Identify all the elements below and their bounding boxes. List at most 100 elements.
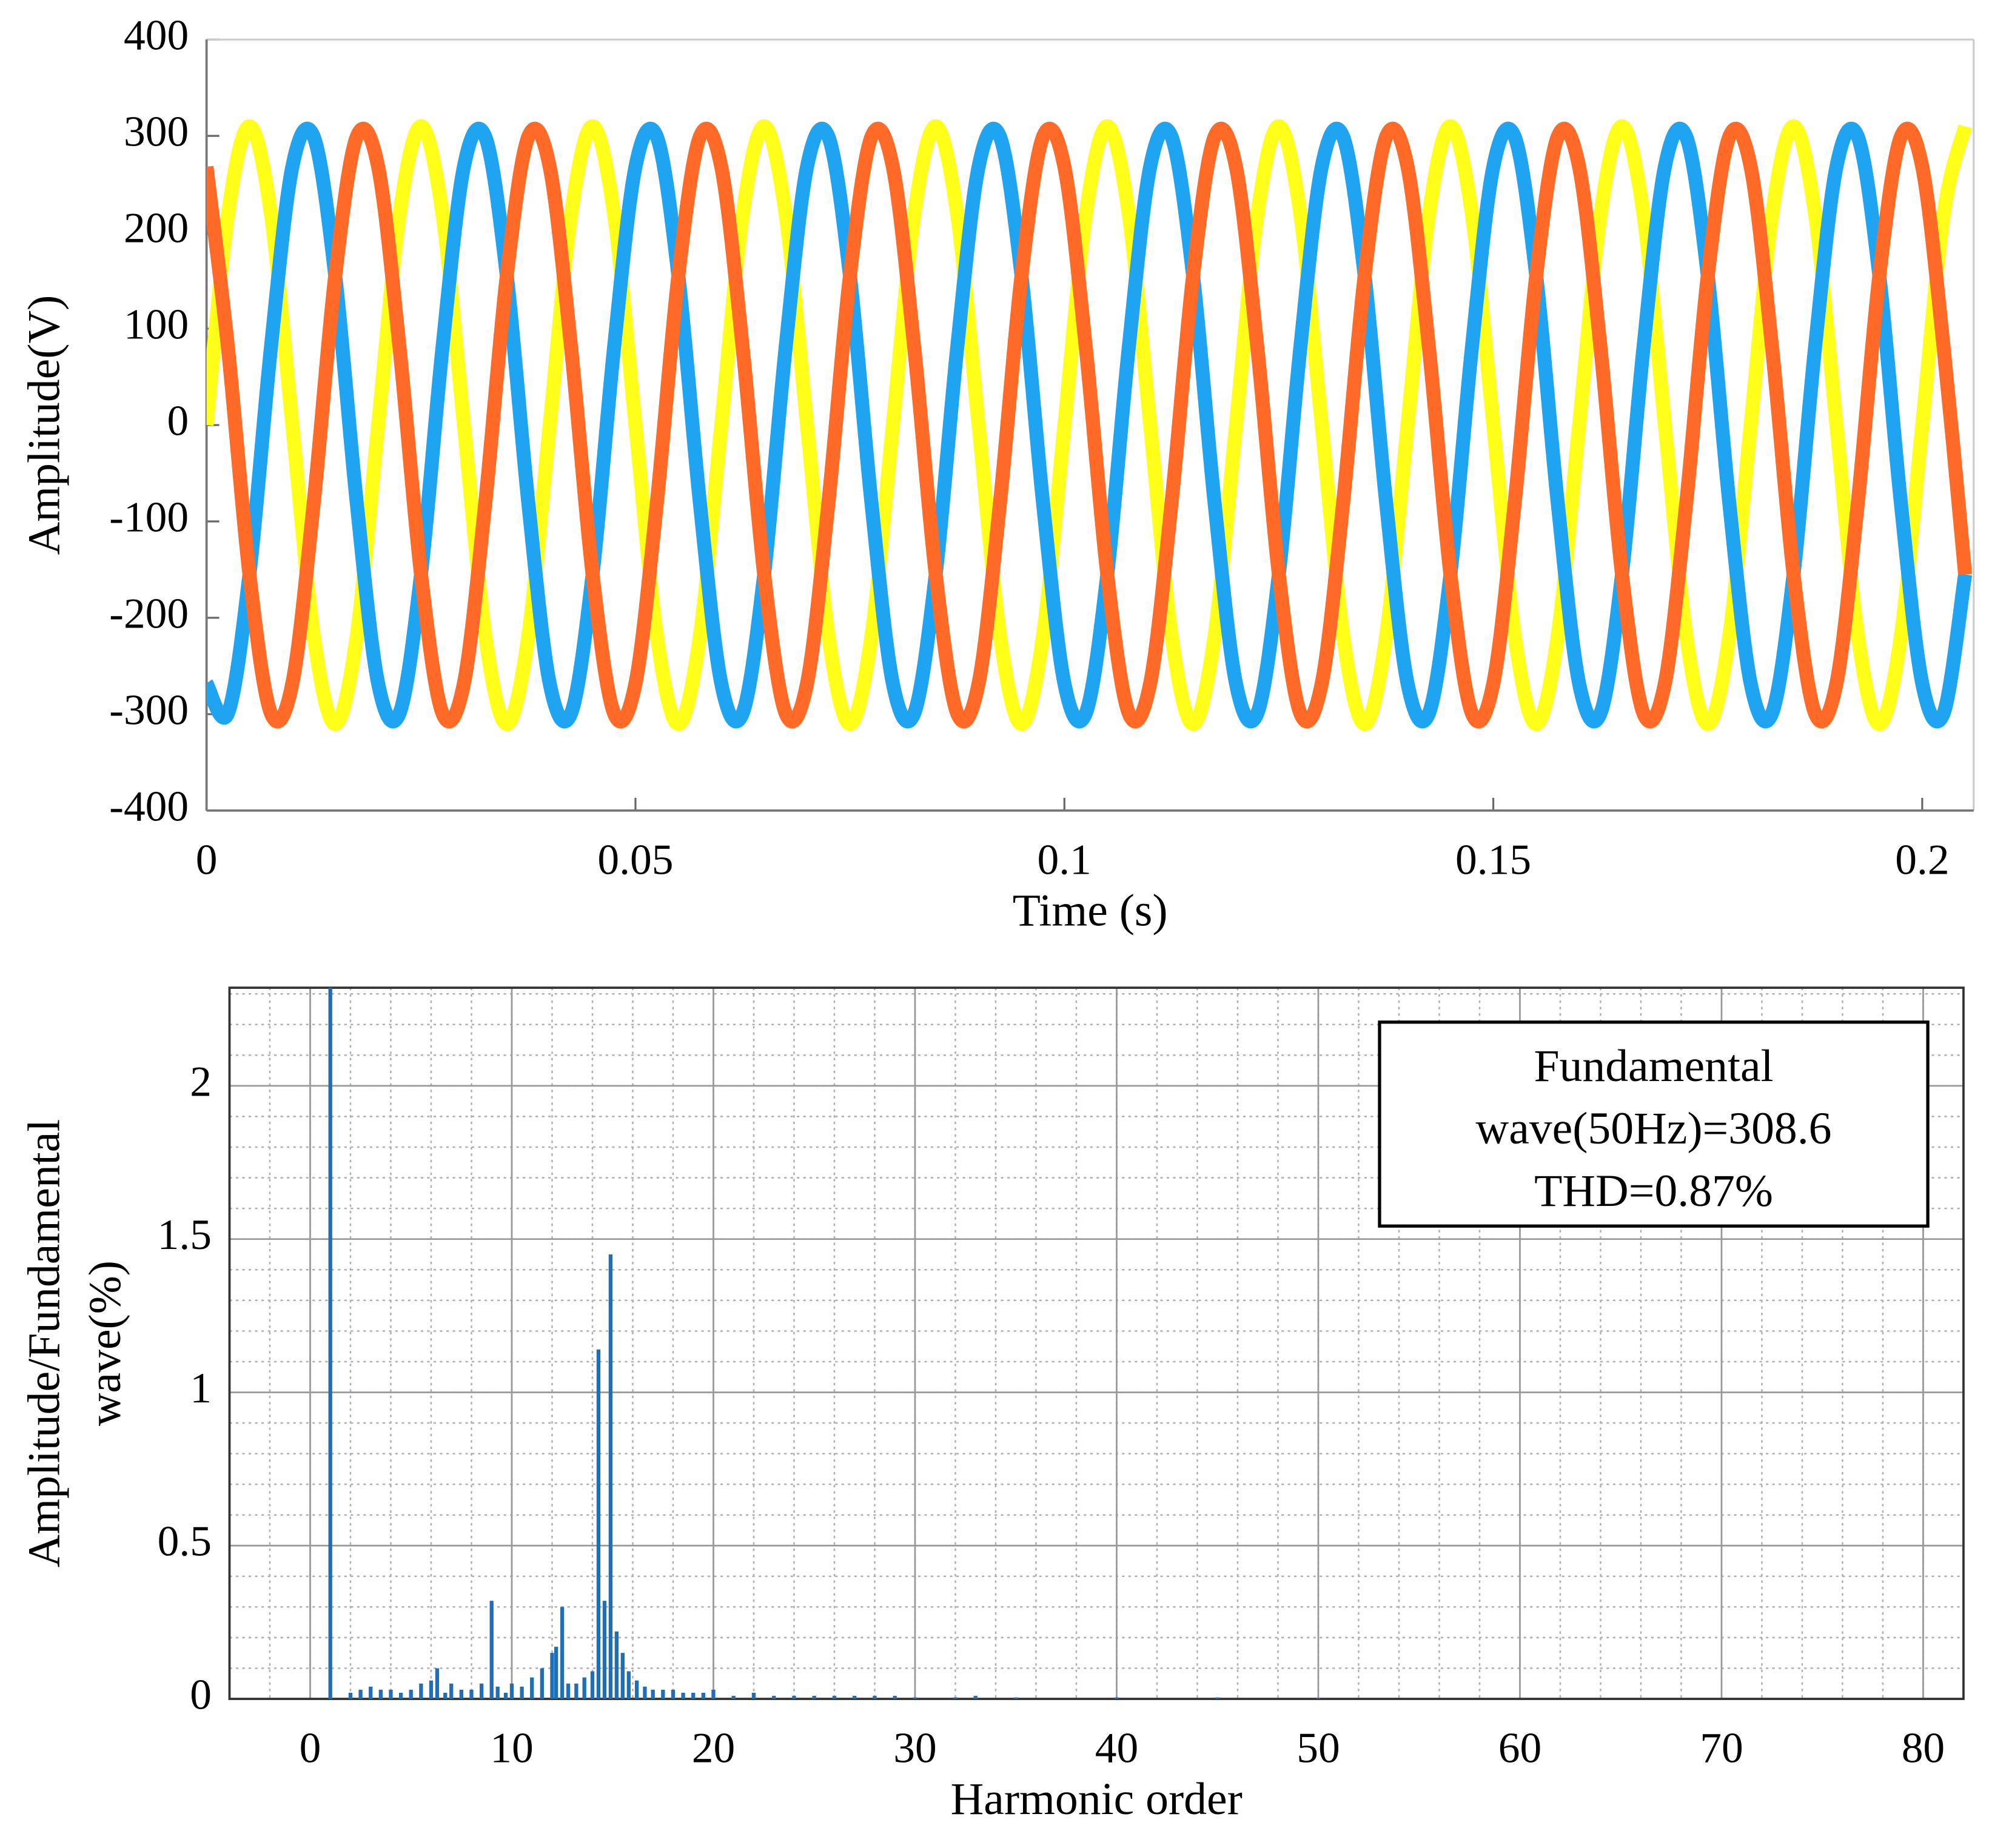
y-tick-label: -300 [109, 686, 189, 734]
bar [409, 1689, 413, 1699]
annotation: wave(50Hz)=308.6 [1476, 1103, 1832, 1154]
bar [651, 1689, 655, 1699]
plot-frame [228, 986, 1965, 1700]
bar [540, 1668, 544, 1699]
bar [1316, 1698, 1321, 1699]
y-tick-label: 0 [167, 397, 189, 444]
bar [602, 1601, 607, 1699]
bar [554, 1647, 558, 1699]
bar [574, 1683, 579, 1699]
y-tick-label: 1 [190, 1364, 212, 1412]
bar [671, 1689, 676, 1699]
x-tick-label: 70 [1700, 1724, 1743, 1772]
bar [973, 1696, 978, 1699]
bar [389, 1689, 393, 1699]
bar [469, 1689, 474, 1699]
bar [1115, 1697, 1119, 1699]
bar [369, 1686, 373, 1699]
bar [832, 1696, 837, 1699]
y-tick-label: 2 [190, 1057, 212, 1105]
bar [711, 1689, 716, 1699]
x-tick-label: 0 [196, 836, 218, 884]
bar [530, 1677, 534, 1699]
y-axis-label: Amplitude(V) [19, 295, 69, 555]
bar [398, 1692, 403, 1699]
bar [550, 1653, 554, 1699]
bar [1215, 1697, 1219, 1699]
bar [419, 1683, 423, 1699]
x-tick-label: 60 [1498, 1724, 1541, 1772]
bar [1014, 1697, 1018, 1699]
y-tick-label: 200 [124, 204, 189, 252]
bar [503, 1692, 508, 1699]
bar [634, 1680, 639, 1699]
x-tick-label: 0.05 [597, 836, 673, 884]
bar [772, 1696, 776, 1699]
annotation-box [1378, 1020, 1930, 1228]
x-tick-label: 40 [1095, 1724, 1138, 1772]
bar [731, 1696, 736, 1699]
bar [560, 1607, 565, 1699]
x-tick-label: 20 [692, 1724, 735, 1772]
y-axis-label: wave(%) [80, 1260, 130, 1426]
x-tick-label: 50 [1296, 1724, 1340, 1772]
bar [812, 1696, 816, 1699]
bar [590, 1671, 595, 1699]
bar [348, 1692, 353, 1699]
x-tick-label: 0.1 [1038, 836, 1092, 884]
bar [751, 1692, 756, 1699]
series-line [206, 121, 1973, 729]
bar [913, 1697, 917, 1699]
y-tick-label: 0.5 [158, 1518, 212, 1565]
x-tick-label: 80 [1902, 1724, 1945, 1772]
bar [479, 1683, 484, 1699]
bar [953, 1697, 958, 1699]
bar [509, 1683, 514, 1699]
bar [489, 1601, 494, 1699]
bar [608, 1254, 613, 1699]
bar [435, 1668, 440, 1699]
y-axis-label: Amplitude/Fundamental [19, 1119, 69, 1568]
y-tick-label: 0 [190, 1670, 212, 1718]
bar [691, 1692, 696, 1699]
bar [582, 1677, 586, 1699]
y-tick-label: 1.5 [158, 1211, 212, 1259]
bar [443, 1692, 448, 1699]
y-tick-label: -400 [109, 782, 189, 830]
bar [520, 1686, 524, 1699]
bar [449, 1683, 454, 1699]
x-tick-label: 0.2 [1895, 836, 1949, 884]
bar [893, 1696, 897, 1699]
bar [661, 1689, 665, 1699]
y-tick-label: -100 [109, 493, 189, 541]
plot-marks [328, 988, 1321, 1699]
bar [596, 1349, 601, 1699]
x-axis-label: Time (s) [1013, 886, 1168, 936]
bar [566, 1683, 571, 1699]
bar [701, 1692, 705, 1699]
x-axis-label: Harmonic order [951, 1774, 1243, 1824]
bar [626, 1671, 631, 1699]
bar [358, 1689, 363, 1699]
bar [643, 1686, 647, 1699]
bar [853, 1696, 857, 1699]
x-tick-label: 30 [893, 1724, 936, 1772]
bar [620, 1653, 625, 1699]
x-tick-label: 0.15 [1455, 836, 1531, 884]
annotation: THD=0.87% [1534, 1166, 1773, 1216]
bar [873, 1696, 877, 1699]
bar [681, 1692, 685, 1699]
y-tick-label: 100 [124, 300, 189, 348]
bar [429, 1680, 434, 1699]
bar [459, 1689, 463, 1699]
plot-marks [206, 119, 1973, 731]
series-line [206, 119, 1972, 731]
bar [614, 1631, 619, 1699]
y-tick-label: -200 [109, 589, 189, 637]
annotation: Fundamental [1534, 1041, 1773, 1091]
y-tick-label: 300 [124, 108, 189, 156]
bar [378, 1689, 383, 1699]
bar [792, 1696, 796, 1699]
